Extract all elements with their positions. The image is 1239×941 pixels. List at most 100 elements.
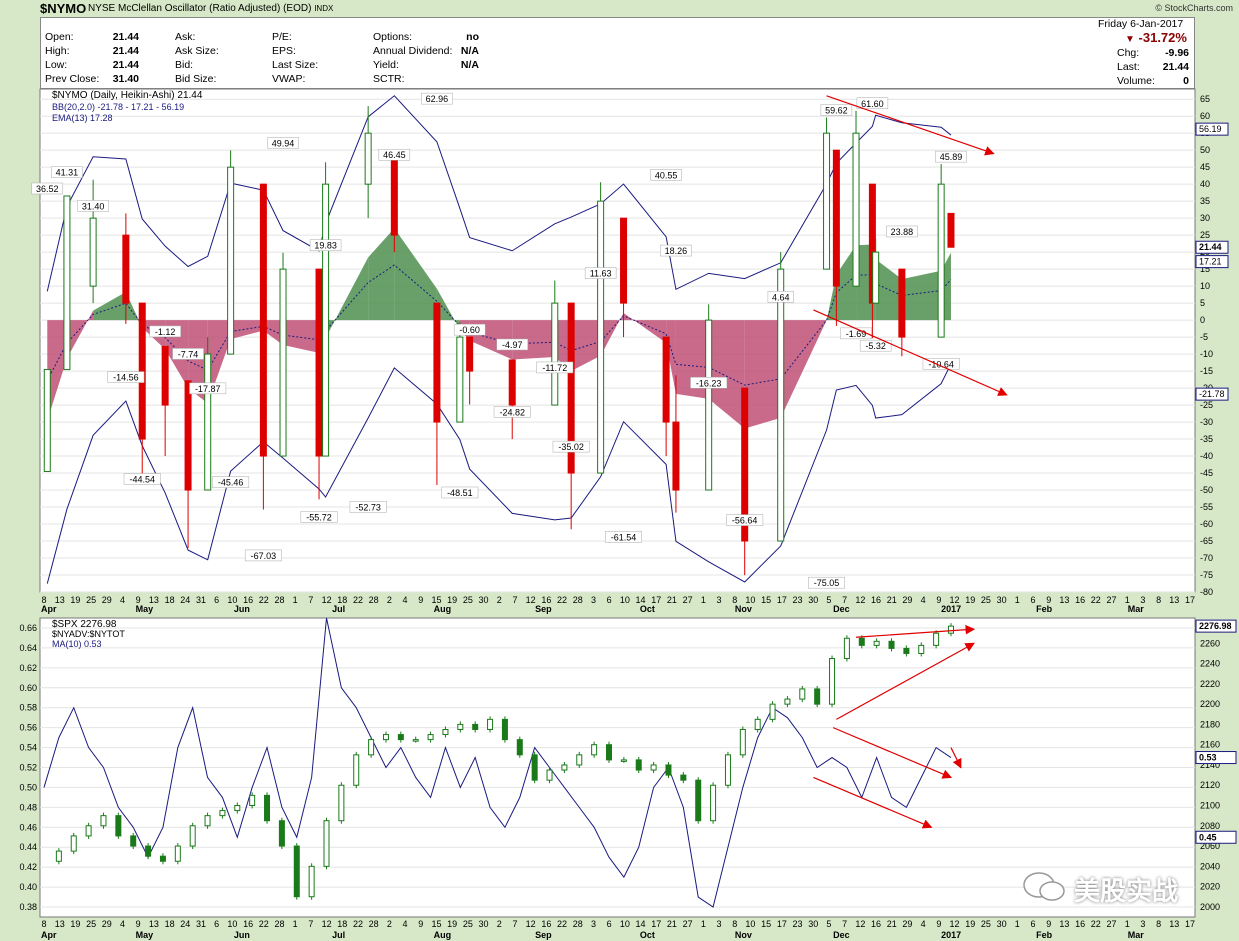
spx-candle xyxy=(784,698,791,705)
spx-candle xyxy=(695,779,702,822)
annotation-label: -16.23 xyxy=(696,378,722,388)
low-label: Low: xyxy=(45,59,68,71)
price-label: 0.45 xyxy=(1199,832,1217,842)
y-tick-label: 30 xyxy=(1200,213,1210,223)
x-day-label: 8 xyxy=(41,595,46,605)
x-month-label: Sep xyxy=(535,604,552,614)
x-month-label: Nov xyxy=(735,930,752,940)
x-day-label: 7 xyxy=(308,595,313,605)
annotation-box xyxy=(856,97,889,110)
y-tick-label-left: 0.44 xyxy=(19,842,37,852)
x-day-label: 13 xyxy=(55,919,65,929)
annotation-box xyxy=(31,182,64,195)
annotation-box xyxy=(552,440,590,453)
legend-ma: MA(10) 0.53 xyxy=(52,639,102,649)
x-day-label: 1 xyxy=(1015,595,1020,605)
options-label: Options: xyxy=(373,31,413,43)
x-day-label: 6 xyxy=(607,919,612,929)
x-month-label: Aug xyxy=(434,604,452,614)
x-day-label: 10 xyxy=(620,919,630,929)
price-label-box xyxy=(1195,122,1229,136)
x-day-label: 29 xyxy=(902,919,912,929)
spx-candle xyxy=(591,744,598,756)
ask-label: Ask: xyxy=(175,31,196,43)
x-day-label: 19 xyxy=(70,595,80,605)
ema-fill-segment xyxy=(66,310,94,359)
spx-candle xyxy=(680,774,687,781)
annotation-label: 46.45 xyxy=(383,150,406,160)
price-label: 17.21 xyxy=(1199,257,1222,267)
x-day-label: 16 xyxy=(243,919,253,929)
annotation-box xyxy=(690,377,728,389)
ema-fill-segment xyxy=(263,320,284,345)
annotation-box xyxy=(212,476,250,488)
spx-candle xyxy=(606,744,613,761)
last-size-label: Last Size: xyxy=(272,59,319,71)
x-day-label: 12 xyxy=(526,919,536,929)
candle-body xyxy=(315,268,323,457)
candle-body xyxy=(551,302,559,406)
x-day-label: 22 xyxy=(259,595,269,605)
x-day-label: 22 xyxy=(259,919,269,929)
annotation-box xyxy=(77,200,109,212)
x-day-label: 1 xyxy=(1125,919,1130,929)
x-day-label: 17 xyxy=(1185,919,1195,929)
x-day-label: 21 xyxy=(887,595,897,605)
annotation-box xyxy=(660,244,692,257)
price-label: -21.78 xyxy=(1199,389,1225,399)
annotation-label: -52.73 xyxy=(355,502,381,512)
annotation-label: -61.54 xyxy=(611,532,637,542)
candle-body xyxy=(898,268,906,338)
x-day-label: 4 xyxy=(403,919,408,929)
dividend-value: N/A xyxy=(460,45,479,57)
x-day-label: 4 xyxy=(120,595,125,605)
x-day-label: 19 xyxy=(447,595,457,605)
annotation-label: 23.88 xyxy=(891,227,914,237)
annotation-label: -5.32 xyxy=(865,341,886,351)
spx-candle xyxy=(472,723,479,730)
x-day-label: 1 xyxy=(293,595,298,605)
x-day-label: 15 xyxy=(761,595,771,605)
x-day-label: 2 xyxy=(497,595,502,605)
high-value: 21.44 xyxy=(112,45,139,57)
x-day-label: 8 xyxy=(1156,595,1161,605)
spx-candle xyxy=(382,734,389,741)
x-month-label: Jun xyxy=(234,604,250,614)
ema-fill-segment xyxy=(554,320,572,372)
y-tick-label: -5 xyxy=(1200,332,1208,342)
price-label-box xyxy=(1195,751,1237,765)
y-tick-label: -45 xyxy=(1200,468,1213,478)
x-day-label: 1 xyxy=(1015,919,1020,929)
chart-subtitle: NYSE McClellan Oscillator (Ratio Adjuste… xyxy=(88,3,334,14)
vwap-label: VWAP: xyxy=(272,73,306,85)
x-month-label: Aug xyxy=(434,930,452,940)
x-day-label: 13 xyxy=(55,595,65,605)
annotation-box xyxy=(267,137,299,149)
y-tick-label: -80 xyxy=(1200,587,1213,597)
x-day-label: 28 xyxy=(369,919,379,929)
x-day-label: 5 xyxy=(826,919,831,929)
ema-fill-segment xyxy=(436,288,460,330)
x-day-label: 12 xyxy=(855,595,865,605)
annotation-box xyxy=(123,473,161,485)
x-day-label: 12 xyxy=(855,919,865,929)
annotation-label: 11.63 xyxy=(590,269,612,279)
x-day-label: 21 xyxy=(667,919,677,929)
annotation-box xyxy=(149,325,181,338)
x-day-label: 30 xyxy=(997,595,1007,605)
x-day-label: 29 xyxy=(902,595,912,605)
annotation-box xyxy=(726,514,764,526)
x-day-label: 31 xyxy=(196,919,206,929)
ema-fill-segment xyxy=(230,320,264,340)
x-day-label: 16 xyxy=(871,919,881,929)
spx-candle xyxy=(561,764,568,771)
ema-fill-segment xyxy=(826,274,837,321)
x-day-label: 28 xyxy=(573,919,583,929)
annotation-box xyxy=(244,549,282,562)
x-day-label: 17 xyxy=(777,919,787,929)
x-day-label: 18 xyxy=(165,919,175,929)
spx-candle xyxy=(219,810,226,817)
x-day-label: 2 xyxy=(387,919,392,929)
annotation-box xyxy=(349,501,387,513)
